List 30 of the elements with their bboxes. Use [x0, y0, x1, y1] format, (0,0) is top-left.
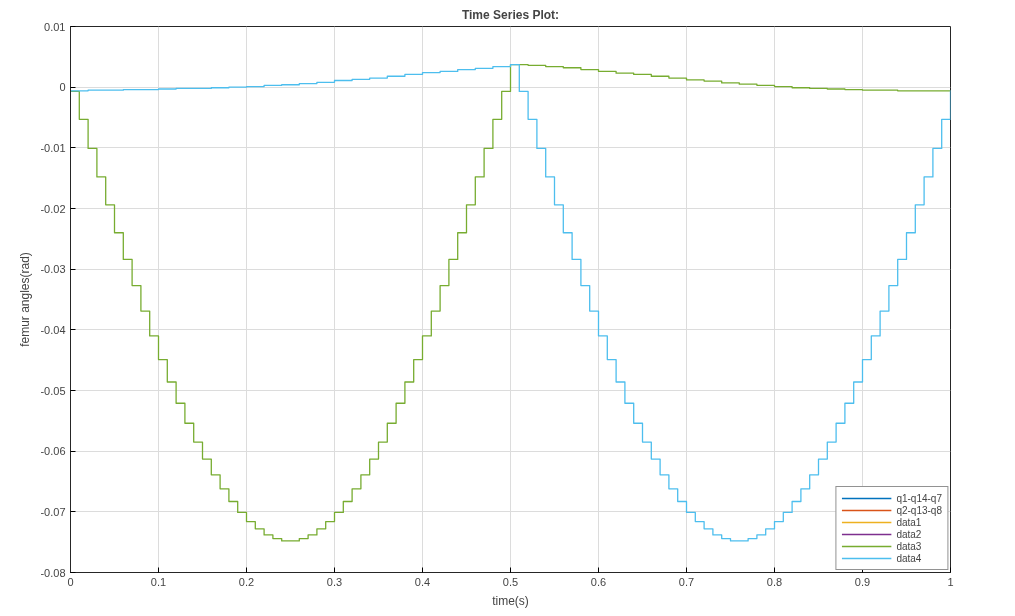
y-tick-label: -0.05: [40, 384, 66, 397]
y-axis-title: femur angles(rad): [18, 252, 33, 347]
y-tick-label: -0.06: [40, 445, 66, 458]
x-tick-label: 0.5: [502, 575, 519, 588]
legend-label: data2: [896, 528, 922, 540]
y-tick-label: 0.01: [44, 20, 66, 33]
x-tick-label: 0.2: [238, 575, 255, 588]
x-tick-label: 0.8: [766, 575, 783, 588]
x-axis-title: time(s): [492, 593, 529, 608]
x-tick-label: 0: [67, 575, 74, 588]
legend-label: q2-q13-q8: [896, 504, 942, 516]
x-tick-label: 0.3: [326, 575, 343, 588]
x-tick-label: 0.9: [854, 575, 871, 588]
x-tick-label: 0.7: [678, 575, 695, 588]
legend-label: data3: [896, 540, 922, 552]
y-tick-label: -0.04: [40, 323, 66, 336]
chart-title: Time Series Plot:: [461, 7, 560, 22]
x-tick-label: 0.1: [150, 575, 167, 588]
legend-label: data1: [896, 516, 922, 528]
legend-label: data4: [896, 552, 922, 564]
x-tick-label: 0.6: [590, 575, 607, 588]
y-tick-label: -0.03: [40, 263, 66, 276]
y-tick-label: -0.01: [40, 141, 66, 154]
y-tick-label: -0.02: [40, 202, 66, 215]
x-tick-label: 0.4: [414, 575, 431, 588]
x-tick-label: 1: [947, 575, 954, 588]
legend-label: q1-q14-q7: [896, 492, 942, 504]
y-tick-label: 0: [59, 81, 66, 94]
y-tick-label: -0.08: [40, 566, 66, 579]
y-tick-label: -0.07: [40, 505, 66, 518]
